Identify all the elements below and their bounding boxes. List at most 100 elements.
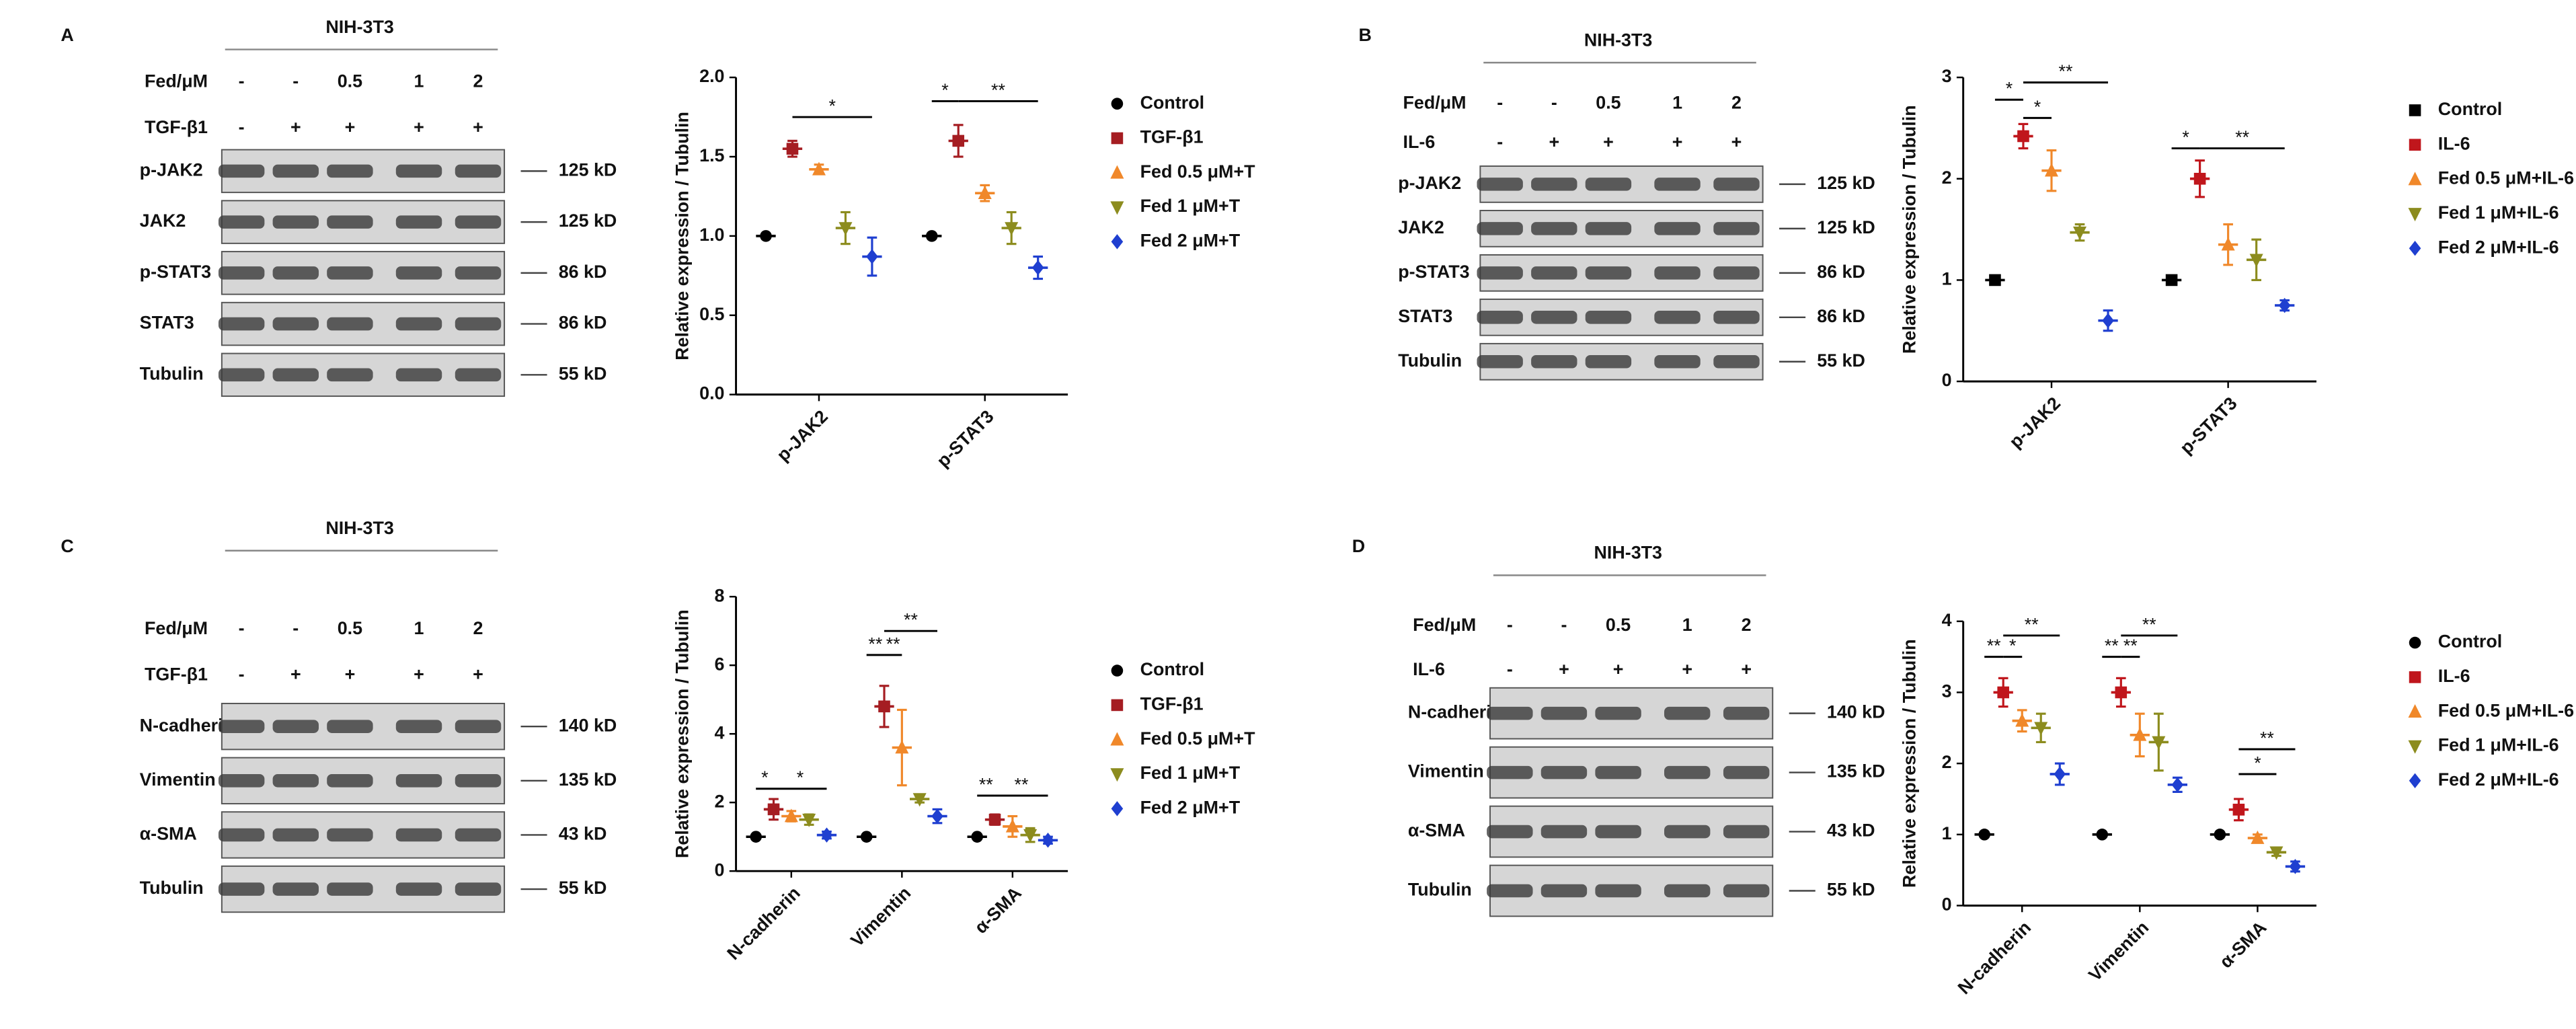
- treatment-label: TGF-β1: [145, 664, 208, 685]
- dot-marker: [2249, 254, 2263, 268]
- band: [272, 368, 319, 382]
- y-tick-label: 0.5: [699, 304, 724, 324]
- significance-label: **: [904, 610, 918, 630]
- x-tick-label: p-JAK2: [2005, 393, 2064, 452]
- band: [218, 317, 265, 331]
- x-tick-label: p-STAT3: [2176, 393, 2240, 457]
- band: [1585, 222, 1632, 235]
- dot-marker: [2044, 163, 2059, 177]
- band: [1531, 311, 1577, 324]
- significance-label: **: [2260, 728, 2274, 748]
- dot-marker: [2171, 777, 2184, 793]
- treatment-value: 0.5: [338, 618, 362, 638]
- dot-marker: [2214, 829, 2226, 841]
- band-size: 135 kD: [1827, 761, 1885, 782]
- legend-marker: [2408, 740, 2422, 754]
- band: [1595, 884, 1641, 898]
- y-tick-label: 2: [1942, 167, 1952, 188]
- y-tick-label: 1.0: [699, 225, 724, 245]
- band: [1540, 825, 1588, 839]
- legend-label: Control: [2438, 99, 2502, 119]
- y-tick-label: 8: [715, 585, 725, 605]
- significance-label: **: [868, 634, 882, 654]
- dot-marker: [2096, 829, 2109, 841]
- band-size: 43 kD: [1827, 821, 1875, 841]
- significance-label: **: [979, 774, 993, 794]
- band-size: 125 kD: [559, 211, 617, 231]
- treatment-value: +: [1741, 659, 1752, 679]
- legend-label: Fed 0.5 μM+IL-6: [2438, 168, 2574, 188]
- treatment-value: +: [1682, 659, 1692, 679]
- band: [272, 317, 319, 331]
- treatment-value: +: [473, 664, 483, 685]
- x-tick-label: Vimentin: [847, 883, 914, 951]
- legend-marker: [2409, 104, 2421, 116]
- band: [1540, 765, 1588, 779]
- treatment-value: 2: [473, 71, 483, 91]
- y-axis-label: Relative expression / Tubulin: [672, 112, 692, 360]
- band: [218, 882, 265, 896]
- legend-label: Control: [2438, 632, 2502, 652]
- band-label: Tubulin: [1398, 350, 1462, 371]
- dot-marker: [2017, 130, 2029, 143]
- treatment-value: -: [1497, 92, 1503, 112]
- y-axis-label: Relative expression / Tubulin: [1900, 639, 1920, 888]
- dot-marker: [2015, 713, 2029, 727]
- legend-marker: [1110, 732, 1124, 746]
- band: [1477, 311, 1523, 324]
- treatment-value: +: [414, 117, 424, 137]
- band: [327, 317, 373, 331]
- dot-marker: [1031, 260, 1044, 276]
- treatment-value: 1: [414, 618, 424, 638]
- band: [1654, 266, 1701, 280]
- legend-label: IL-6: [2438, 133, 2470, 153]
- band-size: 125 kD: [559, 159, 617, 180]
- treatment-value: +: [1549, 132, 1559, 152]
- treatment-value: -: [239, 71, 245, 91]
- y-tick-label: 0: [1942, 894, 1952, 915]
- band: [327, 368, 373, 382]
- y-tick-label: 2.0: [699, 66, 724, 86]
- dot-marker: [978, 185, 992, 200]
- band: [1487, 825, 1533, 839]
- treatment-value: +: [414, 664, 424, 685]
- band-label: p-JAK2: [140, 159, 203, 180]
- dot-marker: [820, 827, 833, 843]
- band: [455, 164, 502, 178]
- band: [218, 164, 265, 178]
- dot-marker: [1042, 833, 1054, 848]
- legend-marker: [1111, 98, 1124, 110]
- y-tick-label: 4: [715, 722, 725, 742]
- x-tick-label: N-cadherin: [1954, 917, 2035, 998]
- dot-marker: [2269, 846, 2284, 860]
- band: [1540, 884, 1588, 898]
- x-tick-label: p-JAK2: [773, 406, 832, 465]
- dot-marker: [878, 700, 890, 713]
- legend-label: Fed 1 μM+T: [1140, 196, 1241, 216]
- band: [1595, 706, 1641, 720]
- treatment-label: IL-6: [1413, 659, 1445, 679]
- legend-marker: [1110, 201, 1124, 215]
- band-size: 86 kD: [1817, 262, 1865, 282]
- band: [395, 266, 442, 280]
- dot-marker: [931, 808, 943, 824]
- band: [395, 368, 442, 382]
- legend-marker: [2408, 172, 2422, 186]
- legend-marker: [2409, 636, 2421, 649]
- legend-label: Fed 2 μM+T: [1140, 231, 1241, 251]
- panel-label: A: [61, 25, 73, 45]
- treatment-value: 1: [1682, 615, 1692, 635]
- band: [1585, 355, 1632, 369]
- y-tick-label: 0: [1942, 370, 1952, 390]
- y-tick-label: 3: [1942, 66, 1952, 86]
- legend-label: Fed 1 μM+T: [1140, 763, 1241, 783]
- dot-marker: [2054, 766, 2066, 782]
- legend-marker: [1111, 664, 1124, 677]
- x-tick-label: p-STAT3: [933, 406, 997, 471]
- band-size: 140 kD: [559, 715, 617, 735]
- legend-marker: [1111, 699, 1124, 712]
- dot-marker: [767, 803, 780, 816]
- y-tick-label: 2: [715, 791, 725, 811]
- y-tick-label: 3: [1942, 681, 1952, 701]
- significance-label: **: [2025, 614, 2039, 634]
